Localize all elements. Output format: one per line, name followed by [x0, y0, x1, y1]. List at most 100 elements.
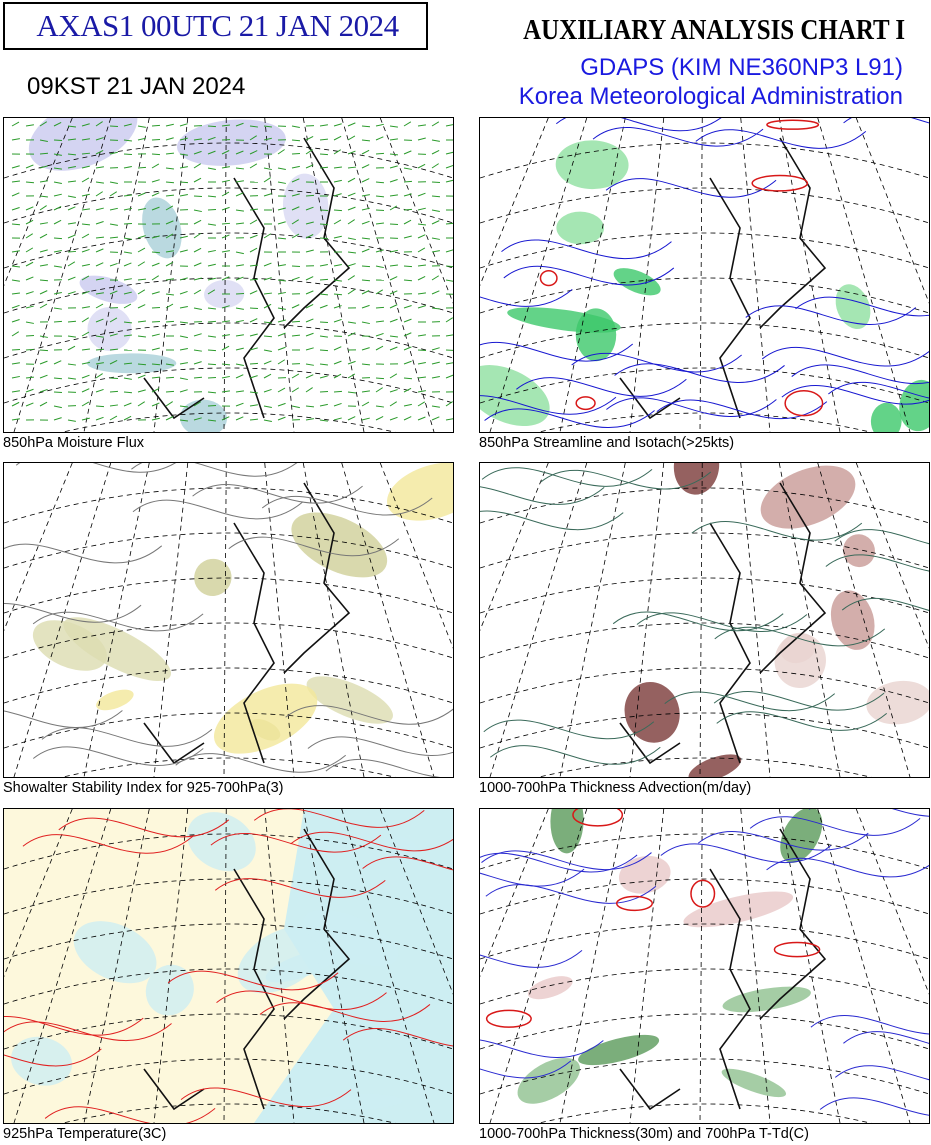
flux-arrow — [333, 360, 342, 365]
flux-arrow — [39, 121, 48, 127]
flux-arrow — [445, 179, 453, 183]
flux-arrow — [305, 249, 314, 253]
flux-arrow — [39, 374, 48, 379]
flux-arrow — [151, 347, 160, 351]
longitude-line — [559, 463, 626, 777]
flux-arrow — [179, 335, 188, 339]
flux-arrow — [417, 234, 426, 239]
flux-arrow — [165, 278, 174, 281]
flux-arrow — [431, 375, 440, 379]
flux-arrow — [151, 402, 160, 407]
contour-line — [480, 395, 617, 415]
flux-arrow — [347, 135, 356, 141]
flux-arrow — [137, 320, 146, 323]
longitude-line — [264, 809, 295, 1123]
flux-arrow — [123, 391, 133, 394]
shaded-area — [291, 512, 388, 578]
flux-arrow — [347, 373, 356, 379]
flux-arrow — [445, 374, 453, 379]
map — [480, 463, 929, 777]
flux-arrow — [263, 303, 272, 309]
map — [480, 809, 929, 1123]
flux-arrow — [221, 179, 230, 183]
contour-line — [656, 399, 828, 420]
flux-arrow — [417, 223, 427, 226]
flux-arrow — [81, 331, 90, 337]
flux-arrow — [53, 181, 62, 184]
flux-arrow — [403, 346, 412, 351]
flux-arrow — [235, 192, 244, 197]
flux-arrow — [333, 209, 343, 212]
flux-arrow — [361, 265, 371, 268]
flux-arrow — [81, 177, 90, 183]
flux-arrow — [53, 391, 63, 394]
flux-arrow — [151, 206, 160, 211]
flux-arrow — [81, 417, 90, 421]
flux-arrow — [39, 360, 48, 365]
flux-arrow — [67, 222, 76, 225]
panel-caption: Showalter Stability Index for 925-700hPa… — [3, 780, 284, 796]
flux-arrow — [11, 401, 20, 407]
shaded-area — [177, 119, 286, 166]
flux-arrow — [221, 375, 230, 379]
map — [4, 463, 453, 777]
flux-arrow — [249, 163, 258, 169]
flux-arrow — [389, 304, 398, 309]
contour-line — [605, 178, 777, 198]
flux-arrow — [81, 233, 90, 239]
flux-arrow — [109, 181, 118, 184]
longitude-line — [223, 118, 227, 432]
flux-arrow — [221, 234, 230, 239]
flux-arrow — [53, 205, 62, 211]
latitude-line — [4, 622, 453, 659]
flux-arrow — [11, 121, 20, 127]
flux-arrow — [389, 335, 399, 338]
flux-arrow — [221, 345, 230, 351]
flux-arrow — [389, 179, 398, 183]
flux-arrow — [305, 405, 315, 408]
flux-arrow — [263, 335, 273, 338]
flux-arrow — [109, 359, 118, 365]
flux-arrow — [431, 361, 440, 365]
flux-arrow — [403, 387, 412, 393]
flux-arrow — [445, 317, 453, 323]
latitude-line — [61, 757, 396, 777]
flux-arrow — [25, 233, 33, 239]
contour-line — [228, 536, 400, 557]
flux-arrow — [67, 138, 77, 141]
flux-arrow — [333, 305, 342, 309]
valid-time: 09KST 21 JAN 2024 — [27, 73, 246, 100]
flux-arrow — [137, 389, 146, 393]
flux-arrow — [277, 387, 286, 393]
flux-arrow — [95, 362, 104, 365]
flux-arrow — [67, 195, 76, 199]
flux-arrow — [431, 347, 440, 351]
flux-arrow — [193, 307, 202, 310]
flux-arrow — [39, 249, 48, 253]
contour-line — [362, 856, 453, 871]
flux-arrow — [347, 251, 357, 254]
flux-arrow — [305, 363, 314, 366]
contour-line — [15, 463, 177, 473]
flux-arrow — [361, 248, 370, 253]
flux-arrow — [431, 307, 441, 310]
flux-arrow — [39, 139, 48, 143]
flux-arrow — [207, 376, 217, 379]
shaded-area — [527, 976, 573, 1000]
flux-arrow — [375, 136, 384, 141]
flux-arrow — [319, 138, 329, 141]
contour-line — [843, 118, 929, 124]
flux-arrow — [53, 417, 62, 421]
contour-line — [481, 467, 653, 487]
longitude-line — [223, 463, 227, 777]
flux-arrow — [95, 137, 104, 141]
flux-arrow — [221, 320, 230, 323]
flux-arrow — [95, 181, 104, 184]
longitude-line — [4, 809, 73, 978]
flux-arrow — [123, 334, 133, 337]
flux-arrow — [221, 305, 230, 309]
flux-arrow — [375, 249, 384, 253]
contour-line — [809, 809, 929, 817]
contour-line — [614, 363, 785, 383]
